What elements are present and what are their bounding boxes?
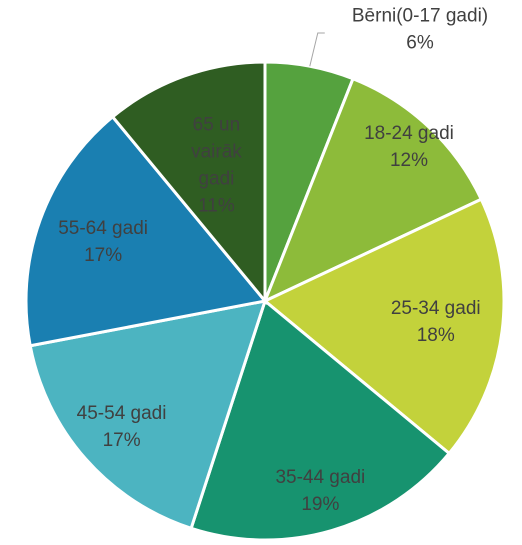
slice-value-label: 11% [198,196,235,217]
slice-label: 35-44 gadi [275,467,365,488]
pie-slice [110,60,267,306]
slice-value-label: 12% [390,150,428,171]
slice-value-label: 17% [103,430,141,451]
label-line: 65 un [193,115,241,136]
pie-slice [262,76,484,304]
slice-label: 18-24 gadi [364,123,454,144]
leader-line [309,32,325,67]
slice-label: 25-34 gadi [391,298,481,319]
pie-slice [189,298,452,542]
label-line: gadi [198,169,234,190]
pie-slice [262,197,506,456]
slice-label: 65 un vairāk gadi [191,115,242,190]
slice-label: Bērni(0-17 gadi) [352,6,488,27]
slice-label: 45-54 gadi [77,403,167,424]
slice-value-label: 18% [417,325,455,346]
slice-value-label: 17% [84,245,122,266]
label-line: vairāk [191,142,242,163]
pie-slice [28,299,268,531]
slice-value-label: 19% [301,494,339,515]
slice-label: 55-64 gadi [58,218,148,239]
slice-value-label: 6% [406,33,434,54]
pie-slice [24,114,268,348]
